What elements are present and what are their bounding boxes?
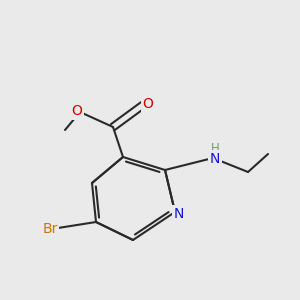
Text: Br: Br: [42, 222, 58, 236]
Text: H: H: [211, 142, 219, 154]
Text: O: O: [72, 104, 83, 118]
Text: O: O: [142, 97, 153, 111]
Text: N: N: [210, 152, 220, 166]
Text: N: N: [174, 207, 184, 221]
